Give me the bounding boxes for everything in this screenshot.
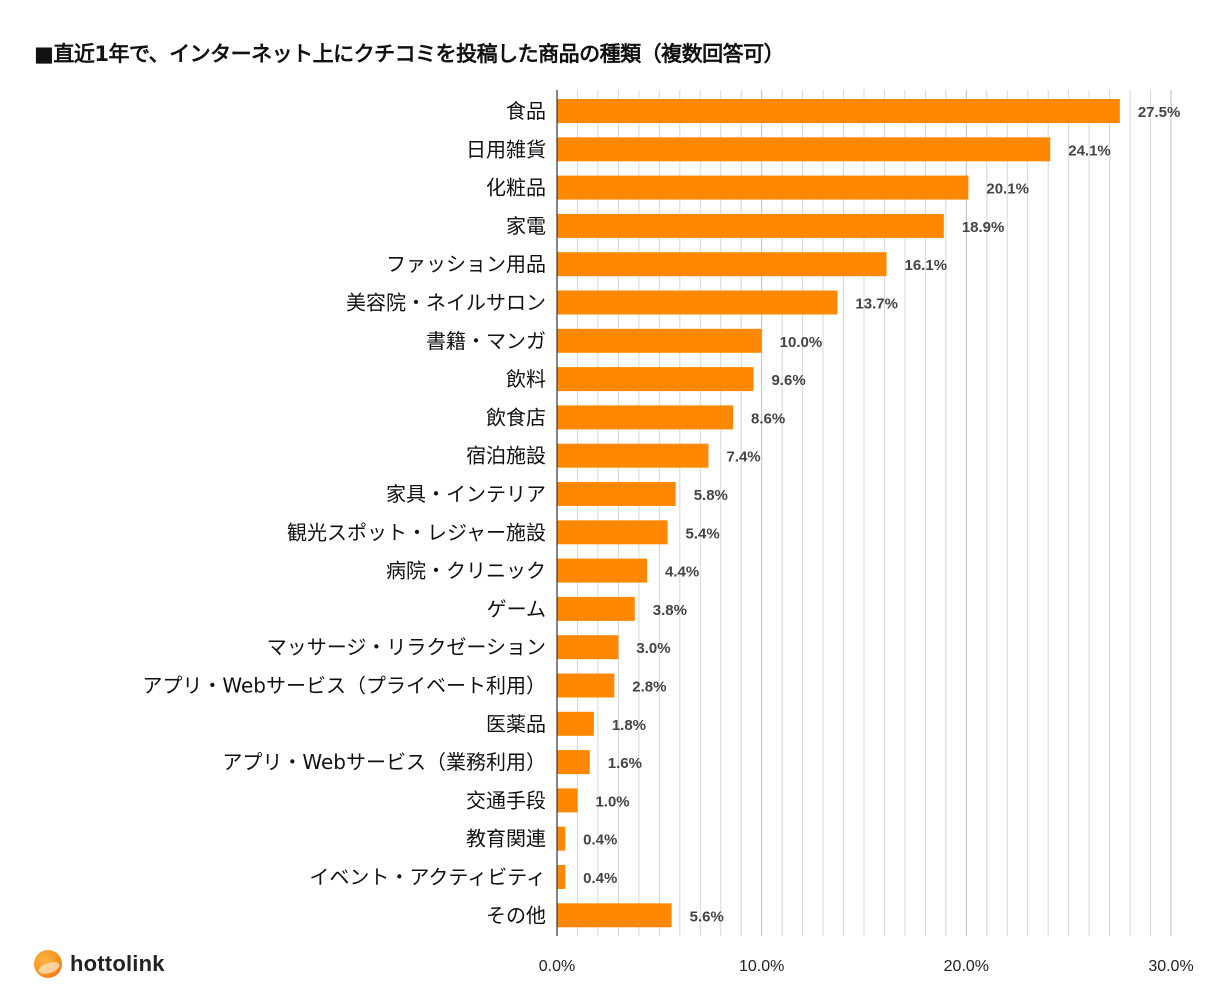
bar (557, 750, 590, 775)
category-label: 飲食店 (486, 405, 546, 429)
hottolink-logo-icon (34, 950, 62, 978)
value-label: 3.0% (636, 640, 670, 657)
category-label: 教育関連 (466, 827, 546, 851)
category-label: 宿泊施設 (466, 444, 546, 468)
bar (557, 367, 754, 392)
bar (557, 213, 944, 238)
value-label: 5.6% (690, 908, 724, 925)
chart-title: ■直近1年で、インターネット上にクチコミを投稿した商品の種類（複数回答可） (34, 42, 785, 66)
value-label: 10.0% (780, 334, 823, 351)
category-label: マッサージ・リラクゼーション (267, 635, 546, 659)
category-label: 家電 (506, 214, 546, 238)
bar (557, 635, 619, 660)
value-label: 0.4% (583, 832, 617, 849)
bar (557, 788, 578, 813)
bar (557, 711, 594, 736)
x-tick-label: 20.0% (944, 958, 989, 975)
x-tick-label: 0.0% (539, 958, 575, 975)
value-label: 18.9% (962, 219, 1005, 236)
category-label: 病院・クリニック (386, 559, 546, 583)
value-label: 1.6% (608, 755, 642, 772)
category-label: 家具・インテリア (386, 482, 546, 506)
category-label: その他 (486, 903, 546, 927)
category-label: アプリ・Webサービス（業務利用） (222, 750, 546, 774)
category-label: 飲料 (506, 367, 546, 391)
bar (557, 175, 969, 200)
value-label: 20.1% (986, 181, 1029, 198)
category-label: 交通手段 (466, 788, 546, 812)
category-label: 化粧品 (486, 176, 546, 200)
value-label: 24.1% (1068, 142, 1111, 159)
value-label: 4.4% (665, 564, 699, 581)
bar (557, 328, 762, 353)
x-tick-label: 10.0% (739, 958, 784, 975)
bar (557, 482, 676, 506)
bar (557, 558, 648, 583)
bar (557, 137, 1051, 162)
category-label: 書籍・マンガ (426, 329, 546, 353)
category-label: アプリ・Webサービス（プライベート利用） (142, 674, 546, 698)
value-label: 5.8% (694, 487, 728, 504)
bar (557, 443, 709, 468)
bar (557, 673, 615, 698)
value-label: 7.4% (726, 449, 760, 466)
bar (557, 596, 635, 621)
value-label: 1.0% (595, 793, 629, 810)
category-label: 医薬品 (486, 712, 546, 736)
bar (557, 865, 566, 889)
x-tick-label: 30.0% (1148, 958, 1193, 975)
value-label: 8.6% (751, 410, 785, 427)
bar (557, 520, 668, 545)
category-label: 日用雑貨 (466, 137, 546, 161)
value-label: 16.1% (905, 257, 948, 274)
bar (557, 405, 734, 430)
category-label: ファッション用品 (386, 252, 546, 276)
bar (557, 99, 1120, 123)
category-label: 食品 (506, 99, 546, 123)
value-label: 0.4% (583, 870, 617, 887)
logo-text: hottolink (70, 951, 165, 976)
category-label: イベント・アクティビティ (309, 865, 546, 889)
bar (557, 826, 566, 851)
value-label: 9.6% (771, 372, 805, 389)
category-label: 美容院・ネイルサロン (346, 291, 546, 315)
value-label: 3.8% (653, 602, 687, 619)
category-label: 観光スポット・レジャー施設 (287, 520, 546, 544)
hottolink-logo: hottolink (34, 950, 165, 978)
bar (557, 903, 672, 928)
value-label: 2.8% (632, 679, 666, 696)
bar (557, 290, 838, 315)
value-label: 1.8% (612, 717, 646, 734)
value-label: 27.5% (1138, 104, 1181, 121)
category-label: ゲーム (487, 597, 546, 621)
bar (557, 252, 887, 277)
value-label: 5.4% (686, 525, 720, 542)
value-label: 13.7% (855, 296, 898, 313)
